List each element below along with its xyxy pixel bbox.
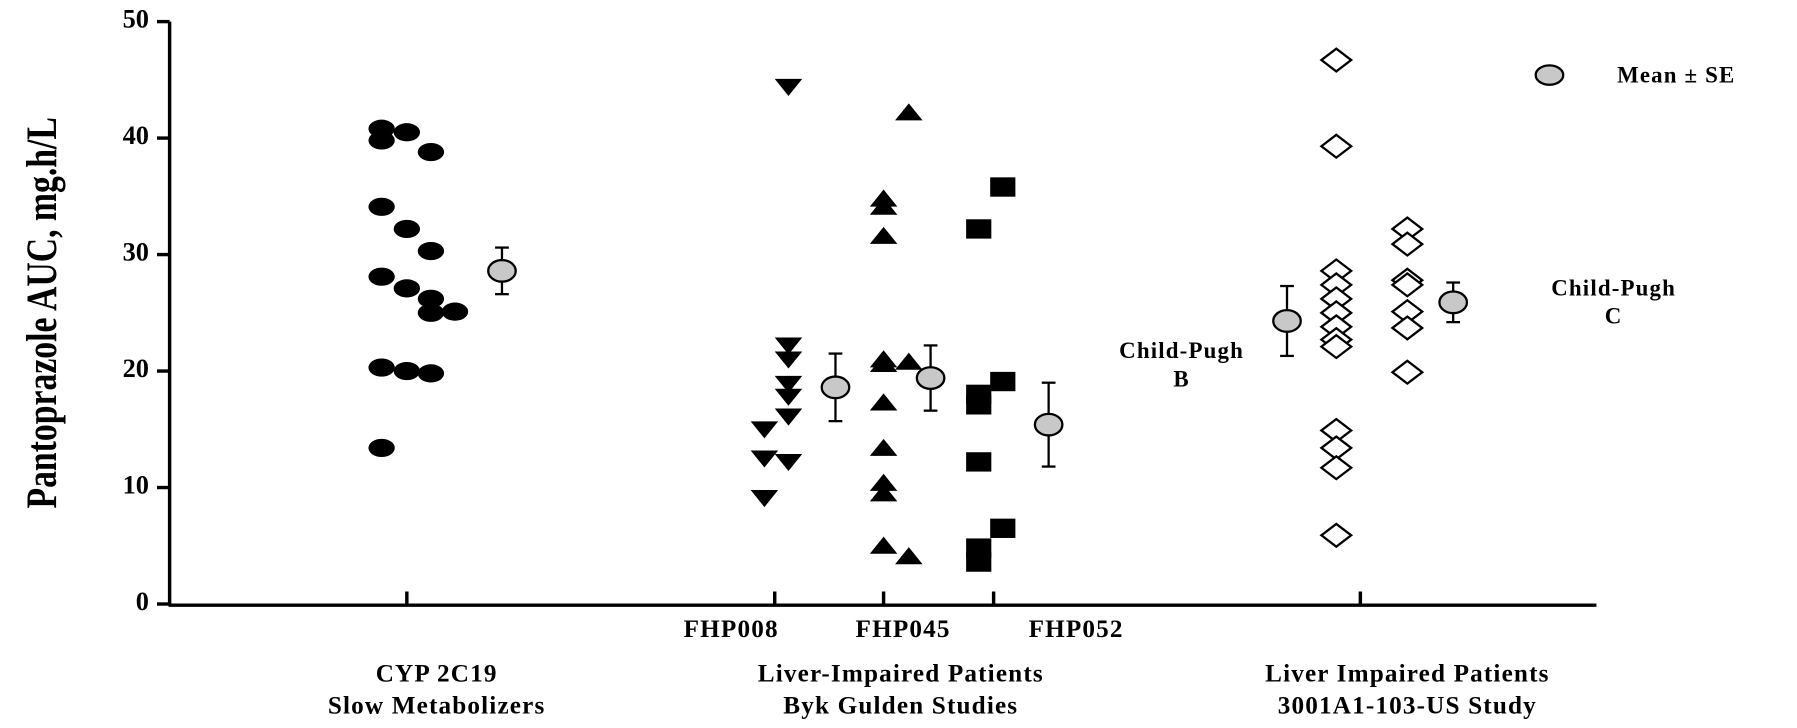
point: [1319, 47, 1354, 73]
point: [417, 364, 445, 383]
point: [774, 78, 803, 96]
point: [869, 473, 898, 491]
group-label: 3001A1-103-US Study: [1278, 692, 1537, 719]
mean-marker: [1438, 290, 1469, 315]
point: [393, 279, 421, 298]
point: [990, 371, 1016, 392]
point: [1319, 133, 1354, 160]
point: [895, 103, 923, 121]
group-label: Liver-Impaired Patients: [758, 660, 1044, 687]
point: [990, 518, 1016, 538]
point: [750, 450, 779, 468]
point: [774, 408, 803, 426]
point: [393, 123, 421, 142]
point: [869, 197, 898, 215]
annotation: Child-Pugh: [1119, 338, 1244, 363]
point: [1390, 359, 1425, 386]
annotation: B: [1173, 366, 1189, 391]
mean-marker: [820, 375, 851, 400]
annotation: Child-Pugh: [1551, 275, 1676, 300]
x-tick-label: FHP052: [1029, 616, 1124, 643]
point: [368, 131, 395, 150]
point: [966, 552, 992, 572]
point: [750, 421, 779, 439]
mean-marker: [487, 258, 517, 283]
point: [869, 393, 898, 411]
point: [1390, 231, 1425, 257]
point: [869, 438, 898, 456]
point: [966, 452, 992, 472]
point: [393, 219, 421, 239]
group-label: Byk Gulden Studies: [783, 692, 1018, 719]
point: [441, 302, 469, 321]
point: [774, 375, 803, 393]
point: [1319, 522, 1354, 549]
legend-marker: [1534, 64, 1565, 86]
point: [368, 358, 395, 377]
point: [1390, 315, 1425, 341]
group-label: Liver Impaired Patients: [1265, 660, 1549, 687]
legend-label: Mean ± SE: [1617, 63, 1735, 88]
point: [417, 241, 445, 261]
point: [417, 303, 445, 322]
y-tick-label: 50: [123, 5, 149, 34]
y-tick-label: 20: [123, 354, 149, 383]
point: [368, 438, 395, 458]
point: [869, 536, 898, 554]
point: [869, 354, 898, 373]
point: [393, 361, 421, 381]
point: [774, 351, 803, 369]
point: [990, 177, 1016, 197]
point: [774, 453, 803, 472]
y-axis-label: Pantoprazole AUC, mg.h/L: [18, 117, 66, 508]
point: [774, 337, 803, 355]
point: [869, 484, 898, 502]
mean-marker: [915, 366, 946, 390]
point: [1319, 454, 1354, 481]
y-tick-label: 10: [123, 471, 149, 500]
group-label: CYP 2C19: [376, 660, 498, 687]
x-tick-label: FHP045: [856, 616, 951, 643]
y-tick-label: 30: [123, 238, 149, 267]
mean-marker: [1272, 309, 1302, 333]
group-label: Slow Metabolizers: [328, 692, 546, 719]
point: [895, 547, 923, 565]
point: [869, 226, 898, 244]
y-tick-label: 40: [123, 121, 149, 150]
point: [1319, 333, 1354, 360]
point: [1319, 417, 1354, 444]
y-tick-label: 0: [136, 587, 149, 616]
point: [417, 142, 445, 162]
point: [966, 395, 992, 415]
point: [750, 490, 779, 508]
point: [895, 352, 923, 370]
point: [1390, 272, 1425, 298]
point: [774, 388, 803, 406]
point: [368, 267, 395, 286]
annotation: C: [1605, 304, 1623, 329]
point: [1319, 435, 1354, 461]
mean-marker: [1033, 412, 1064, 437]
x-tick-label: FHP008: [684, 616, 779, 643]
point: [368, 197, 395, 216]
point: [966, 219, 992, 239]
point: [417, 289, 445, 308]
